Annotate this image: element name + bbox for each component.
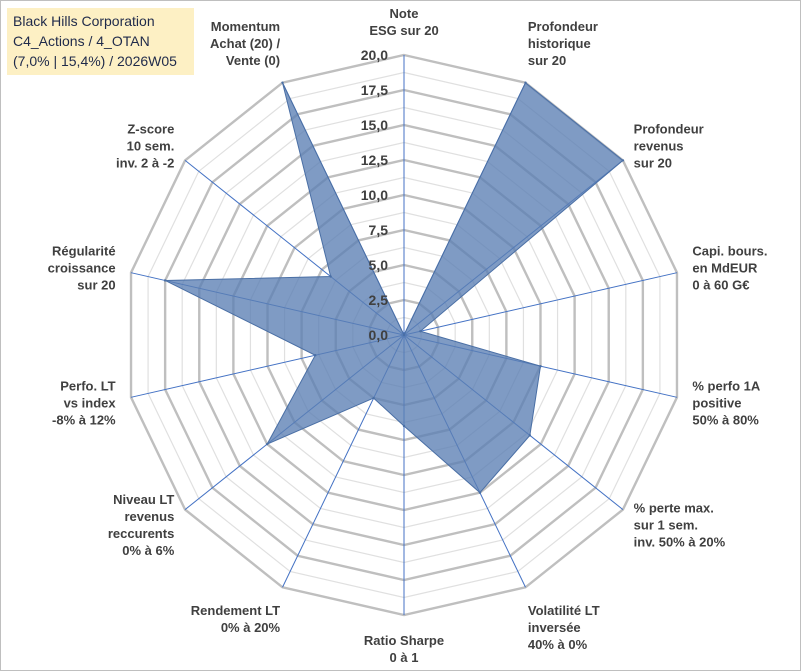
axis-label-line: inv. 2 à -2: [116, 155, 174, 170]
axis-label-line: inversée: [528, 620, 581, 635]
axis-label: Perfo. LT vs index -8% à 12%: [52, 379, 116, 428]
axis-label: % perte max. sur 1 sem. inv. 50% à 20%: [634, 501, 726, 550]
axis-label-line: 0 à 1: [390, 650, 419, 665]
axis-label-line: Régularité: [52, 243, 116, 258]
data-series: [163, 81, 625, 494]
axis-label-line: Volatilité LT: [528, 603, 600, 618]
tick-label: 5,0: [369, 257, 389, 273]
axis-label-line: Profondeur: [528, 19, 598, 34]
axis-label-line: positive: [692, 396, 741, 411]
title-line-company: Black Hills Corporation: [13, 13, 155, 29]
axis-label: Profondeur historique sur 20: [528, 19, 598, 68]
axis-label: Régularité croissance sur 20: [48, 243, 116, 292]
tick-label: 7,5: [369, 222, 389, 238]
data-point: [528, 434, 532, 437]
axis-label-line: Niveau LT: [113, 492, 174, 507]
axis-label: Niveau LT revenus reccurents 0% à 6%: [108, 492, 175, 558]
axis-label: Capi. bours. en MdEUR 0 à 60 G€: [692, 243, 767, 292]
axis-label-line: 50% à 80%: [692, 413, 759, 428]
axis-label-line: sur 20: [528, 53, 566, 68]
data-point: [402, 333, 406, 337]
data-point: [524, 81, 527, 84]
axis-label-line: Momentum: [211, 19, 280, 34]
tick-label: 0,0: [369, 327, 389, 343]
axis-label: Momentum Achat (20) / Vente (0): [210, 19, 280, 68]
title-line-stats: (7,0% | 15,4%) / 2026W05: [13, 53, 177, 69]
axis-label-line: -8% à 12%: [52, 413, 116, 428]
tick-label: 17,5: [361, 82, 388, 98]
axis-label: Profondeur revenus sur 20: [634, 121, 704, 170]
axis-label: Ratio Sharpe 0 à 1: [364, 633, 444, 665]
axis-label: Note ESG sur 20: [369, 6, 438, 38]
axis-spoke: [403, 272, 678, 336]
axis-label-line: Capi. bours.: [692, 243, 767, 258]
axis-label-line: 40% à 0%: [528, 637, 588, 652]
tick-label: 12,5: [361, 152, 388, 168]
axis-label: Z-score 10 sem. inv. 2 à -2: [116, 121, 174, 170]
data-point: [329, 275, 332, 278]
chart-title-box: Black Hills Corporation C4_Actions / 4_O…: [7, 8, 194, 75]
axis-label-line: revenus: [634, 138, 684, 153]
tick-label: 10,0: [361, 187, 388, 203]
axis-label-line: Z-score: [127, 121, 174, 136]
tick-label: 20,0: [361, 47, 388, 63]
axis-label-line: revenus: [124, 509, 174, 524]
axis-label-line: sur 20: [634, 155, 672, 170]
axis-labels: Note ESG sur 20 Profondeur historique sur 20…: [48, 6, 768, 665]
data-point: [163, 279, 167, 282]
axis-label-line: Ratio Sharpe: [364, 633, 444, 648]
data-point: [265, 442, 269, 446]
axis-label-line: Note: [390, 6, 419, 21]
data-point: [539, 364, 542, 368]
axis-label-line: en MdEUR: [692, 260, 758, 275]
data-point: [478, 491, 482, 494]
axis-label-line: 0% à 20%: [221, 620, 281, 635]
axis-label-line: % perfo 1A: [692, 379, 761, 394]
axis-label-line: % perte max.: [634, 501, 714, 516]
axis-label: % perfo 1A positive 50% à 80%: [692, 379, 761, 428]
tick-label: 2,5: [369, 292, 389, 308]
axis-label-line: 10 sem.: [127, 138, 175, 153]
axis-label-line: inv. 50% à 20%: [634, 535, 726, 550]
axis-label: Volatilité LT inversée 40% à 0%: [528, 603, 600, 652]
data-point: [402, 424, 406, 428]
axis-label-line: historique: [528, 36, 591, 51]
axis-label-line: sur 1 sem.: [634, 518, 698, 533]
axis-label-line: Profondeur: [634, 121, 704, 136]
axis-label-line: reccurents: [108, 526, 174, 541]
data-point: [314, 354, 317, 357]
axis-label-line: 0 à 60 G€: [692, 277, 749, 292]
axis-label-line: Perfo. LT: [60, 379, 115, 394]
data-point: [281, 81, 284, 84]
tick-label: 15,0: [361, 117, 388, 133]
axis-label-line: sur 20: [77, 277, 115, 292]
axis-label-line: vs index: [64, 396, 117, 411]
axis-label-line: croissance: [48, 260, 116, 275]
axis-label-line: Rendement LT: [191, 603, 280, 618]
axis-label: Rendement LT 0% à 20%: [191, 603, 281, 635]
title-line-category: C4_Actions / 4_OTAN: [13, 33, 150, 49]
axis-label-line: ESG sur 20: [369, 23, 438, 38]
data-point: [621, 159, 625, 162]
radial-tick-labels: 0,0 2,5 5,0 7,5 10,0 12,5 15,0 17,5 20,0: [361, 47, 388, 343]
axis-label-line: 0% à 6%: [122, 543, 174, 558]
data-point: [372, 396, 375, 400]
axis-label-line: Vente (0): [226, 53, 280, 68]
data-point: [419, 330, 422, 333]
axis-label-line: Achat (20) /: [210, 36, 280, 51]
